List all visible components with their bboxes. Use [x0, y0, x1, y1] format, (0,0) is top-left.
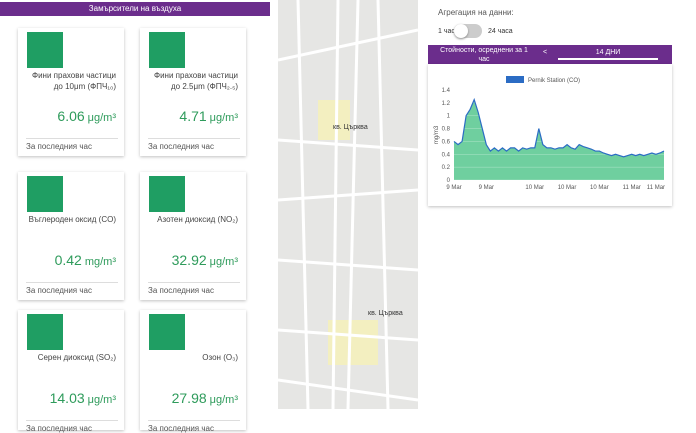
status-square	[27, 314, 63, 350]
card-note: За последния час	[26, 420, 118, 433]
status-square	[149, 176, 185, 212]
x-tick-label: 9 Mar	[479, 185, 494, 191]
x-tick-label: 10 Mar	[590, 185, 609, 191]
card: Фини прахови частици до 2.5μm (ФПЧ₂.₅) 4.…	[140, 28, 246, 156]
unit: μg/m³	[87, 394, 116, 406]
status-square	[27, 176, 63, 212]
y-tick-label: 0.4	[442, 152, 451, 158]
toggle[interactable]	[454, 24, 482, 38]
value: 14.03	[49, 390, 85, 406]
chart: Pernik Station (CO) mg/m3 0 0.2 0.4 0.6 0.8 1 1.…	[434, 76, 665, 191]
x-tick-label: 11 Mar	[647, 185, 665, 191]
chart-card: Pernik Station (CO) mg/m3 0 0.2 0.4 0.6 0.8 1 1.…	[428, 64, 672, 206]
line	[453, 97, 665, 158]
card-value: 32.92 μg/m³	[172, 252, 238, 268]
card: Фини прахови частици до 10μm (ФПЧ₁₀) 6.06…	[18, 28, 124, 156]
unit: μg/m³	[87, 112, 116, 124]
unit: μg/m³	[209, 112, 238, 124]
map-drawing: кв. Църква кв. Църква	[278, 0, 418, 409]
status-square	[27, 32, 63, 68]
status-square	[149, 32, 185, 68]
y-tick-label: 0.8	[442, 127, 451, 133]
card-label: Серен диоксид (SO₂)	[37, 353, 116, 362]
card-note: За последния час	[26, 138, 118, 151]
tab[interactable]: 14 ДНИ	[558, 49, 658, 60]
card-label: Фини прахови частици до 10μm (ФПЧ₁₀)	[32, 71, 116, 91]
x-tick-label: 11 Mar	[623, 185, 641, 191]
x-tick-label: 9 Mar	[446, 185, 461, 191]
status-square	[149, 314, 185, 350]
card-note: За последния час	[148, 282, 240, 295]
area	[454, 99, 664, 180]
card-value: 6.06 μg/m³	[57, 108, 116, 124]
unit: μg/m³	[209, 394, 238, 406]
map[interactable]: кв. Църква кв. Църква	[278, 0, 418, 409]
aggregation-title: Агрегация на данни:	[438, 8, 514, 17]
y-tick-label: 1	[447, 114, 451, 120]
x-tick-label: 10 Mar	[525, 185, 544, 191]
y-tick-label: 0.6	[442, 139, 451, 145]
card-label: Азотен диоксид (NO₂)	[157, 215, 238, 224]
tab-arrow[interactable]: <	[543, 49, 548, 56]
tab-bar: Стойности, осреднени за 1 час < 14 ДНИ	[428, 45, 672, 64]
legend-swatch	[506, 76, 524, 83]
unit: μg/m³	[209, 256, 238, 268]
card-value: 27.98 μg/m³	[172, 390, 238, 406]
card-note: За последния час	[26, 282, 118, 295]
x-tick-label: 10 Mar	[558, 185, 577, 191]
y-tick-label: 1.4	[442, 88, 451, 94]
card-note: За последния час	[148, 420, 240, 433]
map-label: кв. Църква	[368, 310, 403, 317]
card: Озон (O₃) 27.98 μg/m³ За последния час	[140, 310, 246, 433]
y-axis-label: mg/m3	[434, 125, 440, 144]
toggle-off-label: 1 час	[438, 28, 455, 35]
toggle-on-label: 24 часа	[488, 28, 513, 35]
y-tick-label: 1.2	[442, 101, 451, 107]
value: 32.92	[171, 252, 207, 268]
value: 4.71	[179, 108, 207, 124]
value: 27.98	[171, 390, 207, 406]
y-tick-label: 0	[447, 178, 451, 184]
card: Азотен диоксид (NO₂) 32.92 μg/m³ За последн…	[140, 172, 246, 300]
legend-label: Pernik Station (CO)	[528, 78, 580, 84]
unit: mg/m³	[84, 256, 116, 268]
map-label: кв. Църква	[333, 124, 368, 131]
card: Серен диоксид (SO₂) 14.03 μg/m³ За последни…	[18, 310, 124, 433]
tab[interactable]: Стойности, осреднени за 1 час	[440, 47, 528, 63]
page: Замърсители на въздуха Фини прахови част…	[0, 0, 672, 433]
card-label: Фини прахови частици до 2.5μm (ФПЧ₂.₅)	[154, 71, 238, 91]
card-value: 0.42 mg/m³	[55, 252, 116, 268]
panel-title: Замърсители на въздуха	[0, 2, 270, 16]
y-tick-label: 0.2	[442, 165, 451, 171]
card-value: 14.03 μg/m³	[50, 390, 116, 406]
card-label: Въглероден оксид (CO)	[28, 215, 116, 224]
value: 6.06	[57, 108, 85, 124]
card-label: Озон (O₃)	[202, 353, 238, 362]
card-value: 4.71 μg/m³	[179, 108, 238, 124]
card: Въглероден оксид (CO) 0.42 mg/m³ За последн…	[18, 172, 124, 300]
value: 0.42	[54, 252, 82, 268]
card-note: За последния час	[148, 138, 240, 151]
